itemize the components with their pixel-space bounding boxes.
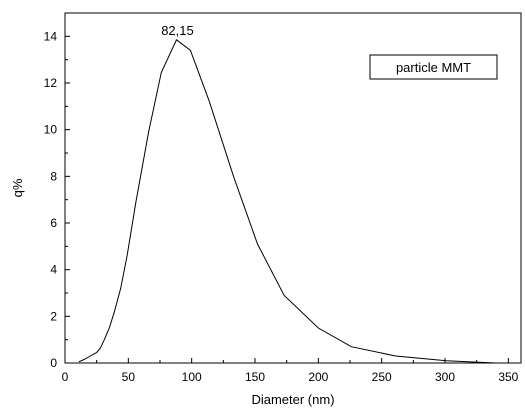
x-tick-label: 250 (372, 370, 392, 384)
y-tick-label: 8 (50, 169, 57, 183)
x-tick-label: 50 (122, 370, 136, 384)
y-tick-label: 4 (50, 263, 57, 277)
x-tick-label: 0 (62, 370, 69, 384)
x-tick-label: 150 (245, 370, 265, 384)
peak-annotation: 82,15 (161, 23, 194, 38)
plot-frame (64, 12, 522, 364)
y-tick-label: 14 (44, 29, 58, 43)
y-tick-label: 0 (50, 356, 57, 370)
x-tick-label: 100 (182, 370, 202, 384)
legend-box (369, 54, 498, 80)
legend-entry-particle-mmt: particle MMT (396, 60, 471, 75)
y-tick-label: 10 (44, 123, 58, 137)
x-tick-label: 200 (308, 370, 328, 384)
y-tick-label: 12 (44, 76, 58, 90)
x-axis-title: Diameter (nm) (251, 392, 334, 407)
legend: particle MMT (369, 54, 498, 80)
y-axis-title: q% (10, 178, 25, 197)
x-axis-ticks: 0 50 100 150 200 250 300 350 (62, 358, 519, 384)
series-line-particle-mmt (78, 39, 496, 364)
y-tick-label: 6 (50, 216, 57, 230)
x-tick-label: 350 (498, 370, 518, 384)
x-tick-label: 300 (435, 370, 455, 384)
y-tick-label: 2 (50, 309, 57, 323)
y-axis-ticks: 0 2 4 6 8 10 12 14 (44, 29, 70, 370)
